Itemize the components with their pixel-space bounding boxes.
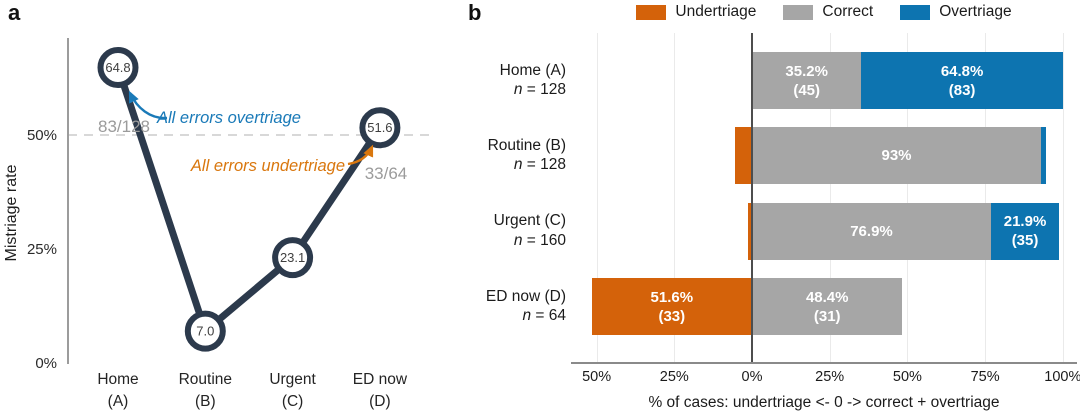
annotation-ednow-fraction: 33/64 bbox=[365, 164, 408, 183]
annotation-home-fraction: 83/128 bbox=[98, 117, 150, 136]
annotation-undertriage-note: All errors undertriage bbox=[190, 157, 345, 175]
row-label-category: Home (A) bbox=[499, 61, 566, 79]
x-tick-label-50pct: 50% bbox=[582, 369, 612, 385]
mistriage-line bbox=[114, 64, 384, 335]
y-tick-label: 50% bbox=[27, 127, 57, 144]
data-point-routine bbox=[184, 310, 226, 352]
x-tick-label-50pct: 50% bbox=[892, 369, 922, 385]
bar-value-percent: 64.8% bbox=[940, 62, 984, 80]
legend-item-undertriage: Undertriage bbox=[636, 3, 756, 21]
bar-value-count: (45) bbox=[793, 81, 821, 99]
data-point-urgent bbox=[272, 237, 314, 279]
legend-swatch-overtriage bbox=[900, 4, 931, 20]
gridline-75 bbox=[985, 33, 987, 363]
data-point-value: 64.8 bbox=[105, 60, 130, 75]
bar-routine-b--overtriage bbox=[1041, 127, 1046, 185]
y-axis-title: Mistriage rate bbox=[3, 164, 20, 261]
y-tick-label: 0% bbox=[35, 355, 57, 372]
bar-value-percent: 21.9% bbox=[1003, 213, 1047, 231]
legend-item-correct: Correct bbox=[783, 3, 873, 21]
row-label-n: n = 160 bbox=[513, 231, 566, 249]
bar-urgent-c--overtriage: 21.9% (35) bbox=[991, 202, 1060, 260]
x-category-label: Routine bbox=[179, 371, 232, 388]
x-axis-line bbox=[571, 362, 1077, 364]
row-label-n: n = 128 bbox=[513, 156, 566, 174]
data-point-home bbox=[97, 47, 139, 89]
x-tick-label-25pct: 25% bbox=[815, 369, 845, 385]
bar-routine-b--correct: 93% bbox=[752, 127, 1042, 185]
x-category-sublabel: (D) bbox=[369, 393, 391, 410]
x-category-sublabel: (C) bbox=[282, 393, 304, 410]
bar-ed-now-d--correct: 48.4% (31) bbox=[752, 278, 903, 336]
gridline-50 bbox=[907, 33, 909, 363]
row-label-urgent-c-: Urgent (C) n = 160 bbox=[440, 211, 566, 250]
x-category-label: ED now bbox=[353, 371, 408, 388]
x-tick-label-0pct: 0% bbox=[741, 369, 763, 385]
x-category-label: Urgent bbox=[269, 371, 316, 388]
row-label-routine-b-: Routine (B) n = 128 bbox=[440, 136, 566, 175]
row-label-n: n = 128 bbox=[513, 81, 566, 98]
row-label-category: Urgent (C) bbox=[493, 212, 566, 230]
mistriage-rate-line-chart: 50% 25% 0% Mistriage rate 64.8 7.0 23.1 51.6 Hom… bbox=[3, 38, 434, 410]
panel-a-label: a bbox=[8, 0, 21, 25]
bar-value-count: (33) bbox=[658, 307, 686, 325]
bar-value-percent: 76.9% bbox=[850, 222, 893, 240]
x-category-label: Home bbox=[97, 371, 138, 388]
x-tick-label-75pct: 75% bbox=[970, 369, 1000, 385]
gridline--50 bbox=[596, 33, 598, 363]
legend-label: Correct bbox=[822, 3, 874, 20]
data-point-value: 7.0 bbox=[196, 324, 214, 339]
legend-label: Undertriage bbox=[675, 3, 757, 20]
bar-value-count: (35) bbox=[1011, 232, 1039, 250]
row-label-category: Routine (B) bbox=[487, 136, 566, 154]
legend-swatch-correct bbox=[783, 4, 814, 20]
row-label-home-a-: Home (A) n = 128 bbox=[440, 61, 566, 100]
y-tick-label: 25% bbox=[27, 241, 57, 258]
bar-home-a--correct: 35.2% (45) bbox=[752, 52, 862, 109]
data-point-value: 51.6 bbox=[367, 120, 392, 135]
bar-routine-b--undertriage bbox=[734, 127, 752, 185]
x-axis-caption: % of cases: undertriage <- 0 -> correct … bbox=[648, 394, 1000, 411]
bar-value-percent: 93% bbox=[881, 147, 912, 165]
bar-ed-now-d--undertriage: 51.6% (33) bbox=[591, 278, 752, 336]
gridline--25 bbox=[674, 33, 676, 363]
x-category-sublabel: (B) bbox=[195, 393, 216, 410]
data-point-ed-now bbox=[359, 107, 401, 149]
x-category-sublabel: (A) bbox=[108, 393, 129, 410]
legend-label: Overtriage bbox=[939, 3, 1012, 20]
bar-value-count: (83) bbox=[948, 81, 976, 99]
annotation-overtriage-note: All errors overtriage bbox=[156, 109, 301, 127]
bar-urgent-c--undertriage bbox=[747, 202, 752, 260]
bar-value-percent: 51.6% bbox=[650, 288, 694, 306]
x-tick-label-25pct: 25% bbox=[659, 369, 689, 385]
triage-distribution-bar-chart: Undertriage Correct Overtriage 35.2% (45) 64… bbox=[440, 0, 1080, 420]
annotation-arrow-overtriage-note bbox=[128, 90, 168, 120]
row-label-ed-now-d-: ED now (D) n = 64 bbox=[440, 287, 566, 326]
row-label-category: ED now (D) bbox=[485, 287, 566, 305]
annotation-arrow-undertriage-note bbox=[347, 144, 374, 166]
panel-b-label: b bbox=[468, 0, 482, 25]
legend: Undertriage Correct Overtriage bbox=[568, 3, 1080, 21]
data-point-value: 23.1 bbox=[280, 250, 305, 265]
gridline-25 bbox=[829, 33, 831, 363]
gridline-100 bbox=[1062, 33, 1064, 363]
bar-value-count: (31) bbox=[813, 307, 841, 325]
legend-swatch-undertriage bbox=[636, 4, 667, 20]
bar-home-a--overtriage: 64.8% (83) bbox=[861, 52, 1063, 109]
zero-axis-line bbox=[751, 33, 753, 363]
row-label-n: n = 64 bbox=[522, 307, 566, 325]
bar-urgent-c--correct: 76.9% bbox=[752, 202, 991, 260]
bar-value-percent: 48.4% bbox=[805, 288, 849, 306]
bar-value-percent: 35.2% bbox=[785, 62, 828, 80]
legend-item-overtriage: Overtriage bbox=[900, 3, 1012, 21]
x-tick-label-100pct: 100% bbox=[1044, 369, 1080, 385]
